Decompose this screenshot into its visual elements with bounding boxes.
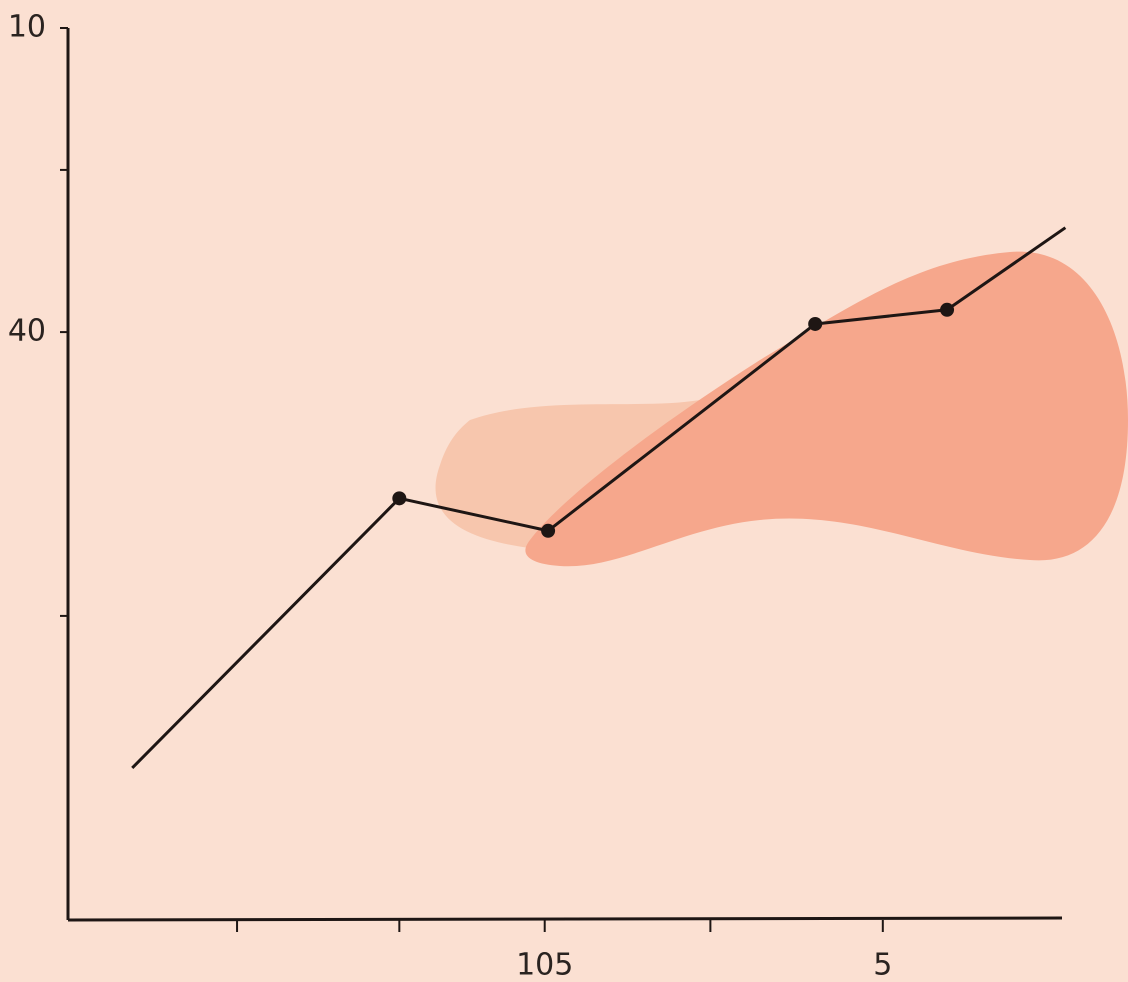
data-point [808,316,823,331]
data-line [131,226,1067,770]
x-tick-label: 105 [516,948,573,982]
blob-light [435,399,718,549]
data-point [392,491,407,506]
y-tick-label: 40 [8,314,46,349]
x-tick-label: 5 [873,948,892,982]
data-point [541,523,556,538]
blob-dark [525,251,1128,567]
x-axis [67,916,1063,922]
y-tick-label: 10 [8,10,46,45]
data-point [940,302,955,317]
